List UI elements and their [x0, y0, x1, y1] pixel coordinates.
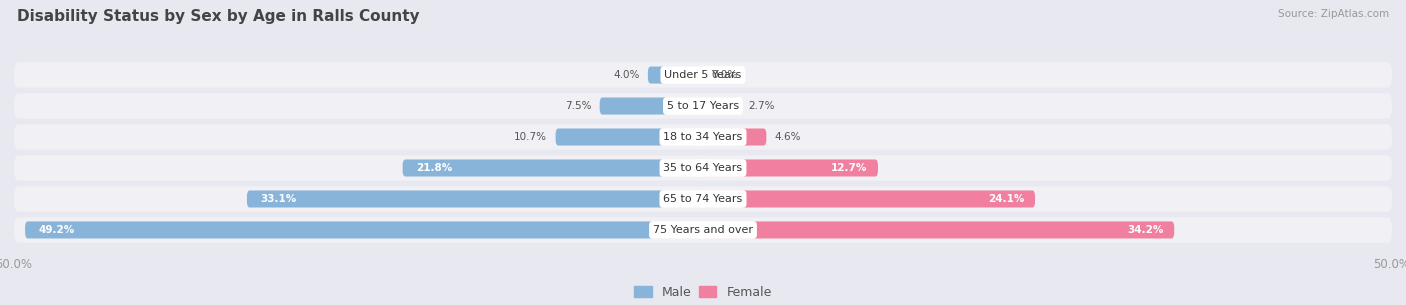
Text: 5 to 17 Years: 5 to 17 Years [666, 101, 740, 111]
Text: Disability Status by Sex by Age in Ralls County: Disability Status by Sex by Age in Ralls… [17, 9, 419, 24]
Text: 0.0%: 0.0% [711, 70, 738, 80]
Text: Under 5 Years: Under 5 Years [665, 70, 741, 80]
Text: 4.6%: 4.6% [775, 132, 801, 142]
Text: 4.0%: 4.0% [613, 70, 640, 80]
Text: 12.7%: 12.7% [831, 163, 868, 173]
FancyBboxPatch shape [599, 98, 703, 115]
Text: 18 to 34 Years: 18 to 34 Years [664, 132, 742, 142]
FancyBboxPatch shape [14, 155, 1392, 181]
FancyBboxPatch shape [247, 190, 703, 207]
Text: 35 to 64 Years: 35 to 64 Years [664, 163, 742, 173]
Text: 7.5%: 7.5% [565, 101, 592, 111]
Text: 75 Years and over: 75 Years and over [652, 225, 754, 235]
FancyBboxPatch shape [703, 128, 766, 145]
FancyBboxPatch shape [25, 221, 703, 239]
FancyBboxPatch shape [703, 98, 740, 115]
FancyBboxPatch shape [14, 62, 1392, 88]
FancyBboxPatch shape [14, 217, 1392, 243]
FancyBboxPatch shape [703, 190, 1035, 207]
FancyBboxPatch shape [14, 124, 1392, 150]
FancyBboxPatch shape [14, 93, 1392, 119]
FancyBboxPatch shape [703, 160, 877, 177]
Text: 24.1%: 24.1% [987, 194, 1024, 204]
FancyBboxPatch shape [14, 186, 1392, 212]
FancyBboxPatch shape [402, 160, 703, 177]
Text: 21.8%: 21.8% [416, 163, 453, 173]
Legend: Male, Female: Male, Female [634, 285, 772, 299]
Text: 2.7%: 2.7% [748, 101, 775, 111]
Text: 49.2%: 49.2% [39, 225, 75, 235]
FancyBboxPatch shape [703, 221, 1174, 239]
FancyBboxPatch shape [555, 128, 703, 145]
Text: 34.2%: 34.2% [1126, 225, 1163, 235]
Text: 65 to 74 Years: 65 to 74 Years [664, 194, 742, 204]
Text: Source: ZipAtlas.com: Source: ZipAtlas.com [1278, 9, 1389, 19]
FancyBboxPatch shape [648, 66, 703, 84]
Text: 33.1%: 33.1% [260, 194, 297, 204]
Text: 10.7%: 10.7% [515, 132, 547, 142]
